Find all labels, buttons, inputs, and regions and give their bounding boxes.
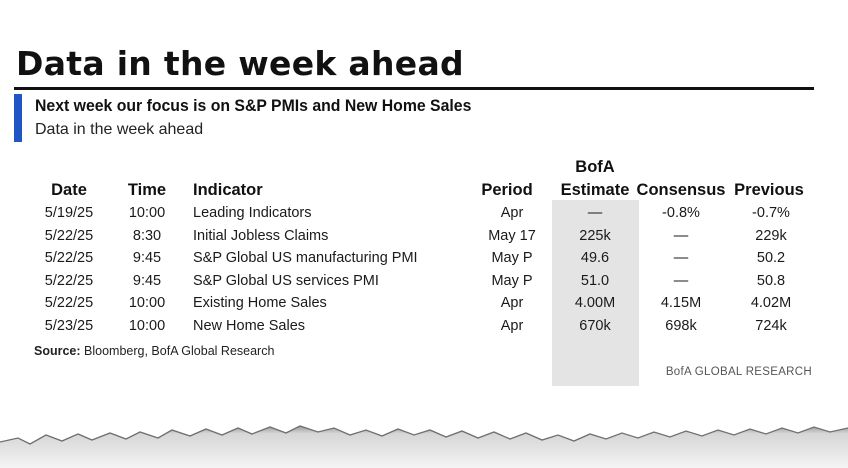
cell-period: Apr (500, 295, 524, 311)
cell-period: May 17 (488, 227, 536, 244)
cell-date: 5/22/25 (44, 227, 94, 244)
source-note: Source: Bloomberg, BofA Global Research (34, 344, 274, 358)
header-previous: Previous (734, 181, 804, 199)
cell-date: 5/22/25 (44, 272, 94, 289)
cell-previous: 724k (755, 317, 787, 334)
cell-estimate: 51.0 (580, 272, 610, 289)
cell-consensus: -0.8% (662, 205, 700, 221)
cell-indicator: Leading Indicators (193, 205, 312, 221)
cell-previous: 4.02M (750, 295, 792, 311)
source-label: Source: (34, 344, 81, 358)
cell-period: May P (491, 272, 533, 289)
cell-estimate: 4.00M (574, 295, 616, 311)
header-estimate-line2: Estimate (560, 181, 630, 199)
cell-previous: 50.2 (756, 250, 786, 266)
cell-date: 5/22/25 (44, 250, 94, 266)
header-indicator: Indicator (193, 181, 263, 199)
header-period: Period (481, 181, 533, 199)
cell-previous: 50.8 (756, 272, 786, 289)
cell-consensus: — (673, 272, 689, 289)
torn-edge (0, 425, 848, 468)
cell-time: 9:45 (132, 250, 162, 266)
cell-time: 10:00 (128, 295, 166, 311)
cell-indicator: S&P Global US services PMI (193, 272, 379, 289)
cell-estimate: 49.6 (580, 250, 610, 266)
cell-time: 9:45 (132, 272, 162, 289)
cell-estimate: — (587, 205, 603, 221)
brand-footer: BofA GLOBAL RESEARCH (665, 366, 812, 378)
cell-period: Apr (500, 205, 524, 221)
cell-time: 10:00 (128, 317, 166, 334)
accent-bar (14, 94, 22, 142)
page-title: Data in the week ahead (16, 44, 464, 83)
cell-consensus: — (673, 227, 689, 244)
cell-previous: 229k (755, 227, 787, 244)
cell-indicator: New Home Sales (193, 317, 306, 334)
cell-date: 5/19/25 (44, 205, 94, 221)
header-estimate-line1: BofA (575, 158, 615, 176)
cell-indicator: Existing Home Sales (193, 295, 327, 311)
estimate-column-shading (552, 200, 639, 386)
header-date: Date (51, 181, 87, 199)
title-rule (14, 87, 814, 90)
cell-estimate: 225k (579, 227, 611, 244)
header-consensus: Consensus (636, 181, 726, 199)
cell-period: May P (491, 250, 533, 266)
cell-previous: -0.7% (752, 205, 790, 221)
cell-consensus: — (673, 250, 689, 266)
cell-estimate: 670k (579, 317, 611, 334)
cell-indicator: Initial Jobless Claims (193, 227, 329, 244)
cell-date: 5/23/25 (44, 317, 94, 334)
cell-consensus: 698k (665, 317, 697, 334)
cell-indicator: S&P Global US manufacturing PMI (193, 250, 418, 266)
cell-consensus: 4.15M (660, 295, 702, 311)
subtitle: Data in the week ahead (35, 121, 204, 138)
header-time: Time (127, 181, 167, 199)
cell-period: Apr (500, 317, 524, 334)
cell-time: 8:30 (132, 227, 162, 244)
subhead: Next week our focus is on S&P PMIs and N… (35, 96, 472, 115)
cell-time: 10:00 (128, 205, 166, 221)
source-text: Bloomberg, BofA Global Research (84, 344, 275, 358)
cell-date: 5/22/25 (44, 295, 94, 311)
